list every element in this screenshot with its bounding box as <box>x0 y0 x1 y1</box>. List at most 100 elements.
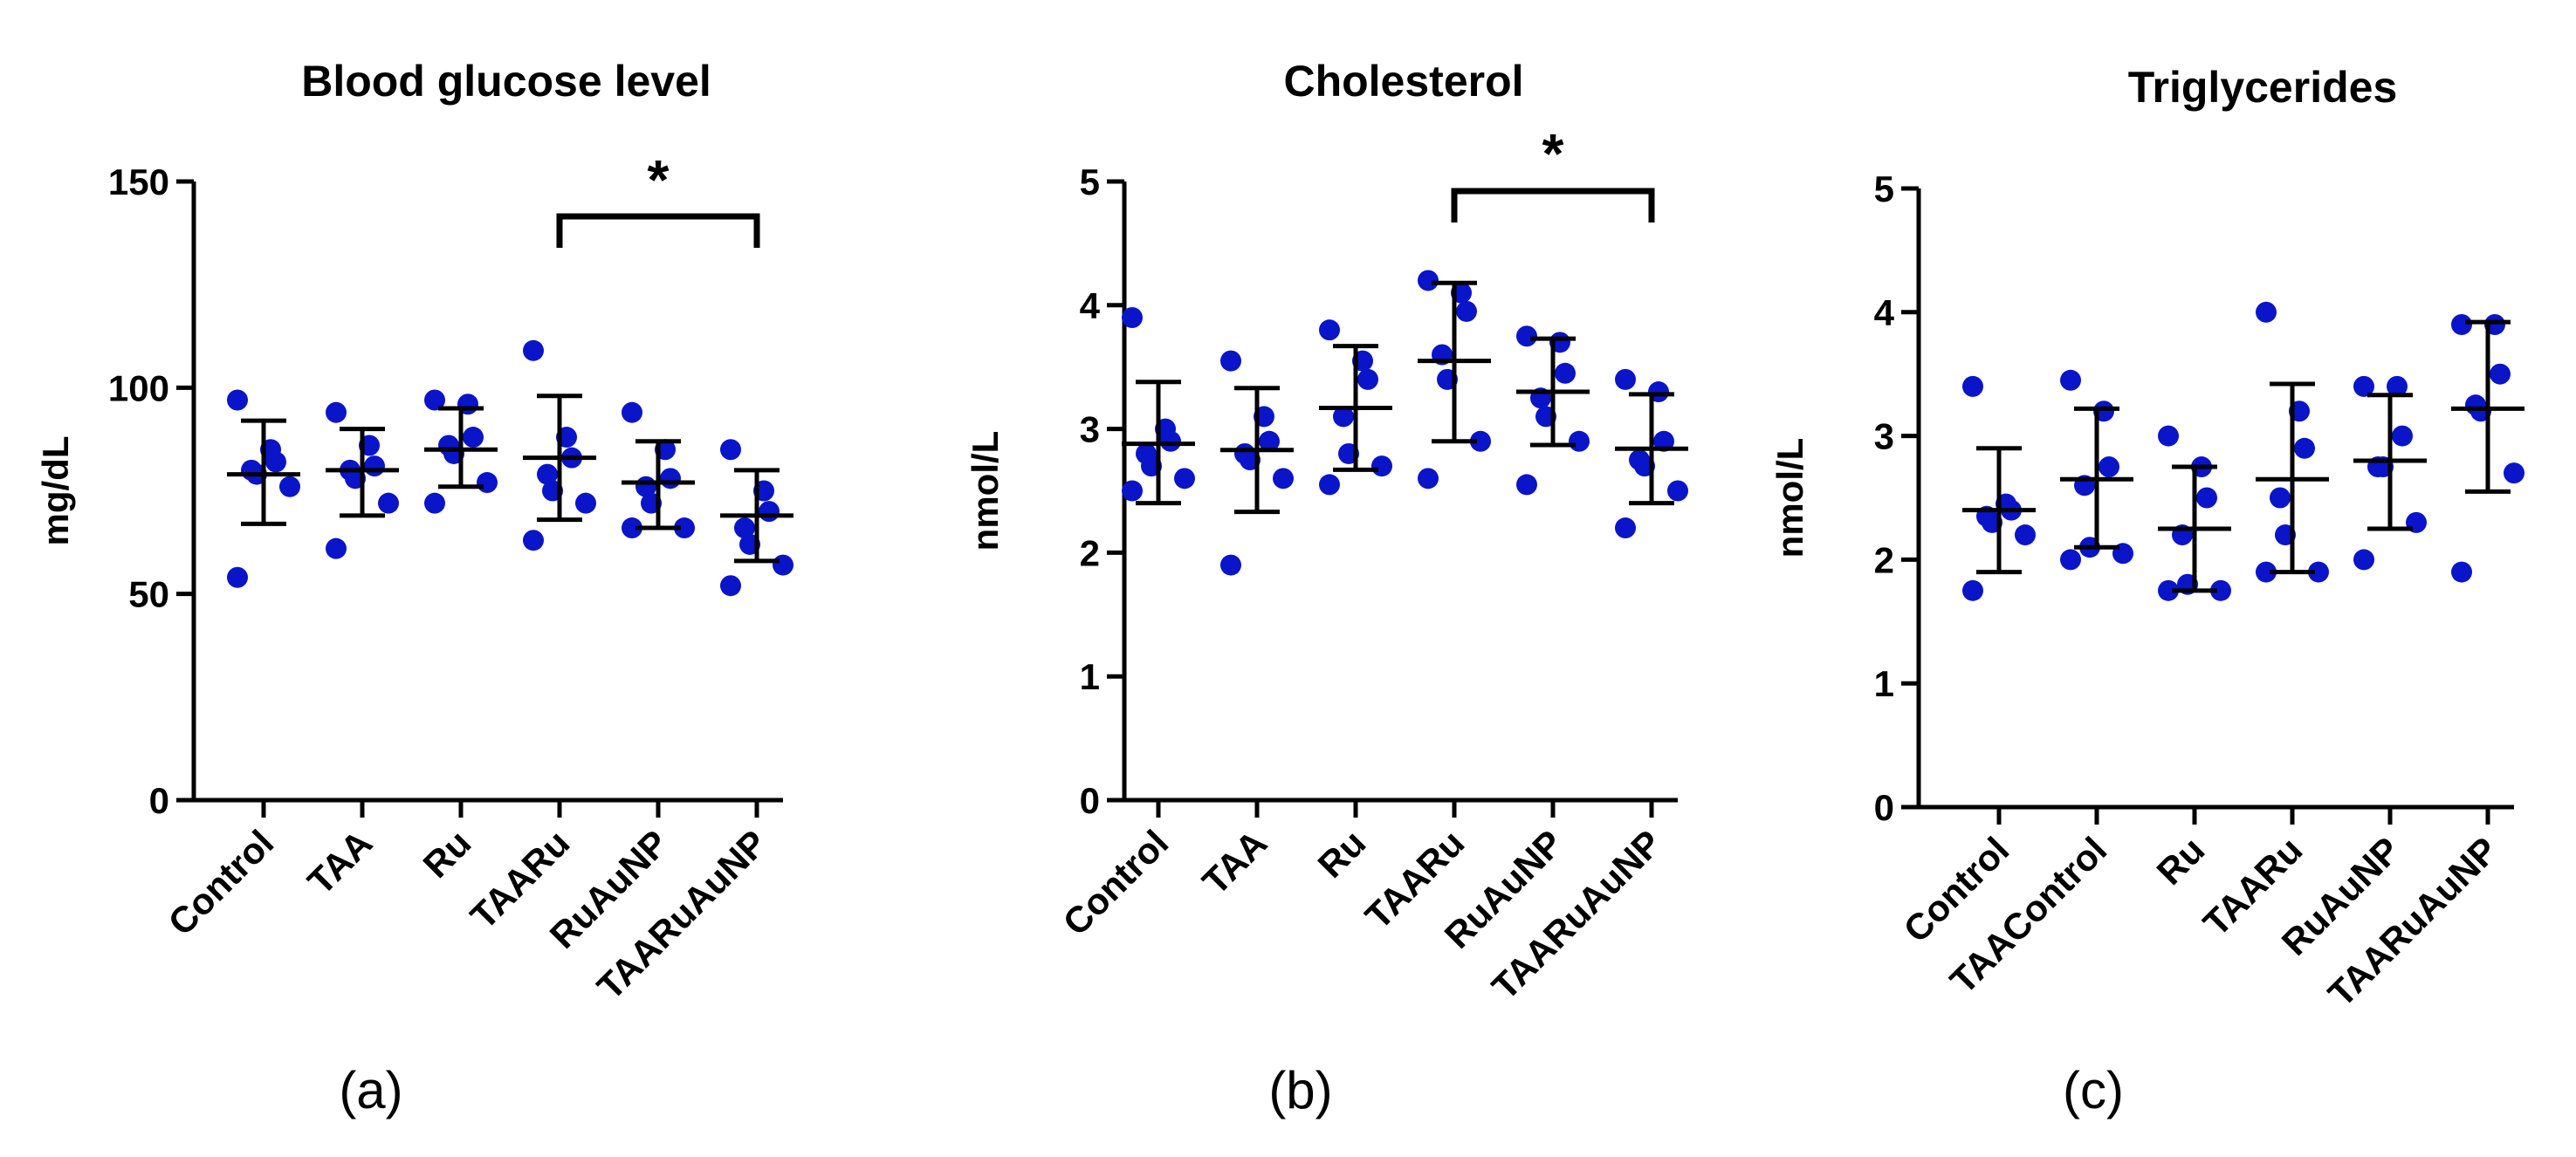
data-point <box>622 517 642 539</box>
data-point <box>1122 306 1143 328</box>
data-point <box>1418 468 1439 490</box>
data-point <box>364 455 385 477</box>
data-point <box>1456 300 1477 322</box>
data-point <box>2196 487 2217 509</box>
data-point <box>326 401 347 423</box>
data-point <box>1220 350 1241 372</box>
significance-bracket <box>1451 188 1655 222</box>
significance-star: * <box>648 148 670 211</box>
y-tick-label: 50 <box>128 574 169 615</box>
significance-star: * <box>1542 122 1564 185</box>
data-point <box>2060 549 2081 571</box>
data-point <box>1418 270 1439 291</box>
y-tick-label: 4 <box>1080 285 1101 326</box>
chart-panel-c: Triglycerides012345nmol/LControlTAAContr… <box>1769 63 2524 1119</box>
data-point <box>622 401 642 423</box>
data-point <box>1333 406 1354 428</box>
data-point <box>523 530 544 551</box>
y-tick-label: 5 <box>1874 168 1894 209</box>
data-point <box>1319 474 1340 496</box>
y-tick-label: 0 <box>149 780 169 821</box>
y-tick-label: 1 <box>1874 663 1894 704</box>
data-point <box>1273 468 1294 490</box>
data-point <box>1357 368 1378 390</box>
x-tick-label: Ru <box>416 822 479 886</box>
data-point <box>265 451 286 473</box>
data-point <box>2504 462 2524 484</box>
data-point <box>2294 437 2315 459</box>
data-point <box>720 439 741 461</box>
data-point <box>734 517 755 539</box>
data-point <box>523 339 544 361</box>
data-point <box>1653 430 1674 452</box>
data-point <box>1667 480 1688 502</box>
data-point <box>674 517 695 539</box>
x-tick-label: Ru <box>1310 822 1374 886</box>
data-point <box>660 468 681 490</box>
y-tick-label: 4 <box>1874 292 1895 333</box>
y-tick-label: 100 <box>108 367 169 408</box>
data-point <box>1615 368 1636 390</box>
chart-title: Blood glucose level <box>301 57 711 106</box>
x-tick-label: Ru <box>2149 829 2213 893</box>
data-point <box>279 476 300 497</box>
data-point <box>1259 430 1280 452</box>
data-point <box>2256 561 2277 583</box>
data-point <box>2353 549 2374 571</box>
data-point <box>2270 487 2291 509</box>
chart-panel-a: Blood glucose level 0 50 100 150 mg/dL Control… <box>35 57 793 1119</box>
data-point <box>1371 455 1392 477</box>
panel-label: (c) <box>2063 1061 2124 1119</box>
data-point <box>773 554 793 576</box>
x-tick-label: Control <box>161 822 282 943</box>
data-point <box>424 389 445 411</box>
x-tick-label: TAARuAuNP <box>1484 822 1670 1008</box>
data-point <box>1516 325 1537 347</box>
y-axis-label: nmol/L <box>965 431 1006 551</box>
data-point <box>463 427 484 448</box>
y-tick-label: 0 <box>1874 787 1894 828</box>
x-tick-label: TAA <box>1194 822 1274 902</box>
data-point <box>326 537 347 559</box>
data-point <box>1555 362 1576 384</box>
data-point <box>2451 561 2472 583</box>
data-point <box>2387 375 2408 397</box>
data-point <box>378 492 399 514</box>
data-point <box>2060 369 2081 391</box>
data-point <box>1962 579 1983 601</box>
data-point <box>2308 561 2329 583</box>
data-point <box>2353 375 2374 397</box>
y-axis-label: nmol/L <box>1769 438 1810 558</box>
x-tick-label: TAARuAuNP <box>2320 829 2506 1015</box>
data-point <box>537 463 558 485</box>
significance-bracket <box>556 213 760 248</box>
data-point <box>2158 425 2179 447</box>
data-point <box>1470 430 1491 452</box>
data-point <box>477 472 498 494</box>
chart-title: Cholesterol <box>1283 57 1523 106</box>
data-point <box>1174 468 1195 490</box>
y-tick-label: 1 <box>1080 656 1100 697</box>
data-point <box>2015 524 2036 546</box>
x-tick-label: TAARuAuNP <box>589 822 775 1008</box>
y-axis-label: mg/dL <box>35 436 76 546</box>
y-tick-label: 2 <box>1874 539 1894 580</box>
data-point <box>424 492 445 514</box>
x-tick-label: TAA <box>299 822 380 902</box>
panel-label: (a) <box>339 1061 402 1119</box>
x-tick-label: Control <box>1055 822 1177 943</box>
data-point <box>2451 313 2472 335</box>
data-point <box>1319 319 1340 341</box>
data-point <box>1516 474 1537 496</box>
data-point <box>1160 430 1181 452</box>
y-tick-label: 3 <box>1080 409 1100 450</box>
data-point <box>1615 517 1636 539</box>
data-point <box>759 501 780 523</box>
data-point <box>227 389 248 411</box>
y-tick-label: 3 <box>1874 416 1894 457</box>
data-point <box>720 575 741 597</box>
chart-title: Triglycerides <box>2128 63 2398 112</box>
data-point <box>2099 456 2119 478</box>
y-tick-label: 150 <box>108 161 169 202</box>
